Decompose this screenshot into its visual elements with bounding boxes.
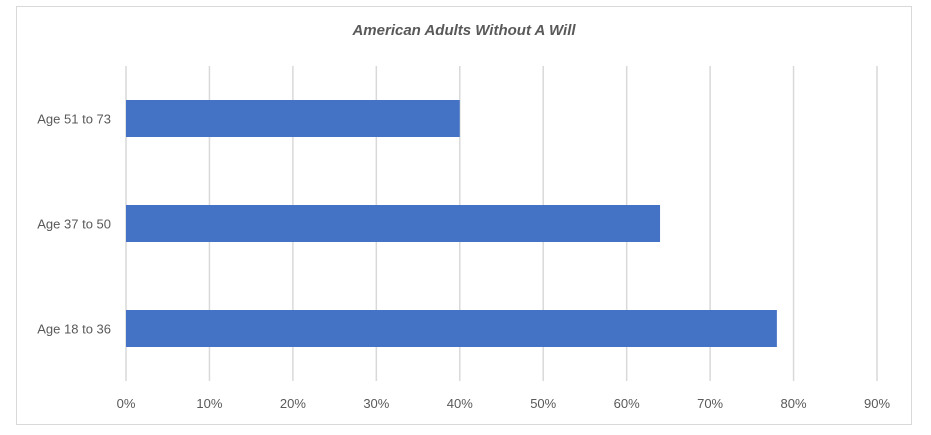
bars — [126, 100, 777, 347]
x-tick-label: 20% — [280, 396, 306, 411]
bar — [126, 100, 460, 137]
y-axis-categories: Age 51 to 73 Age 37 to 50 Age 18 to 36 — [37, 112, 111, 337]
x-tick-label: 80% — [781, 396, 807, 411]
x-tick-label: 70% — [697, 396, 723, 411]
x-axis-ticks: 0% 10% 20% 30% 40% 50% 60% 70% 80% 90% — [117, 396, 891, 411]
x-tick-label: 10% — [196, 396, 222, 411]
category-label: Age 51 to 73 — [37, 112, 111, 127]
bar — [126, 205, 661, 242]
chart-title: American Adults Without A Will — [352, 22, 576, 39]
x-tick-label: 90% — [864, 396, 890, 411]
x-tick-label: 50% — [530, 396, 556, 411]
bar — [126, 310, 777, 347]
category-label: Age 18 to 36 — [37, 322, 111, 337]
x-tick-label: 40% — [447, 396, 473, 411]
x-tick-label: 60% — [614, 396, 640, 411]
x-tick-label: 30% — [363, 396, 389, 411]
category-label: Age 37 to 50 — [37, 217, 111, 232]
x-tick-label: 0% — [117, 396, 136, 411]
